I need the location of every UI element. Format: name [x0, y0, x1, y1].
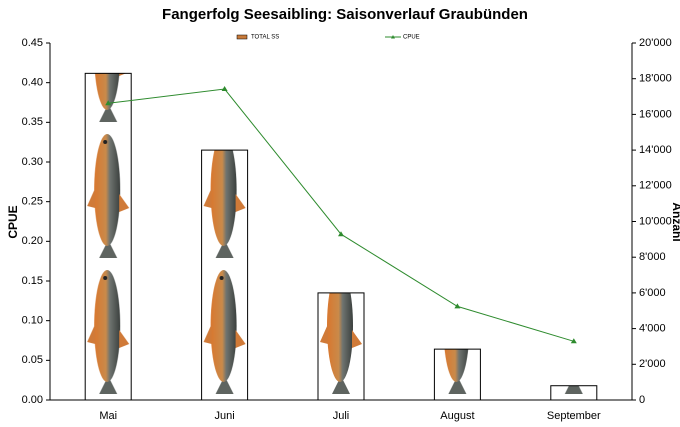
y-tick-label: 0.45 [22, 37, 43, 49]
legend-marker [391, 35, 395, 39]
marker [570, 338, 577, 344]
y2-tick-label: 0 [639, 394, 645, 406]
y-tick-label: 0.25 [22, 196, 43, 208]
y-tick-label: 0.10 [22, 315, 43, 327]
bar [84, 72, 132, 401]
y2-tick-label: 16'000 [639, 108, 672, 120]
y-tick-label: 0.30 [22, 156, 43, 168]
legend-label: CPUE [403, 35, 420, 41]
y2-tick-label: 4'000 [639, 323, 666, 335]
bar [201, 149, 249, 401]
legend-swatch [236, 34, 248, 40]
y2-tick-label: 2'000 [639, 358, 666, 370]
y2-tick-label: 20'000 [639, 37, 672, 49]
legend-label: TOTAL SS [251, 35, 279, 41]
y-tick-label: 0.05 [22, 354, 43, 366]
y2-tick-label: 14'000 [639, 144, 672, 156]
x-tick-label: Juli [333, 410, 350, 422]
y2-tick-label: 8'000 [639, 251, 666, 263]
x-tick-label: September [547, 410, 601, 422]
y-tick-label: 0.20 [22, 235, 43, 247]
y2-tick-label: 6'000 [639, 287, 666, 299]
y-tick-label: 0.15 [22, 275, 43, 287]
y-tick-label: 0.40 [22, 77, 43, 89]
marker [105, 100, 112, 106]
marker [338, 231, 344, 237]
y2-axis-label: Anzahl [670, 202, 680, 241]
chart-title: Fangerfolg Seesaibling: Saisonverlauf Gr… [162, 6, 528, 23]
marker [221, 86, 228, 92]
y-tick-label: 0.00 [22, 394, 43, 406]
y2-tick-label: 12'000 [639, 180, 672, 192]
y-tick-label: 0.35 [22, 116, 43, 128]
y2-tick-label: 18'000 [639, 73, 672, 85]
x-tick-label: Juni [215, 410, 235, 422]
y-axis-label: CPUE [6, 205, 20, 238]
bar [433, 348, 481, 401]
x-tick-label: August [440, 410, 474, 422]
y2-tick-label: 10'000 [639, 215, 672, 227]
bar [550, 385, 598, 401]
marker [454, 303, 461, 309]
bar [317, 292, 365, 401]
x-tick-label: Mai [99, 410, 117, 422]
